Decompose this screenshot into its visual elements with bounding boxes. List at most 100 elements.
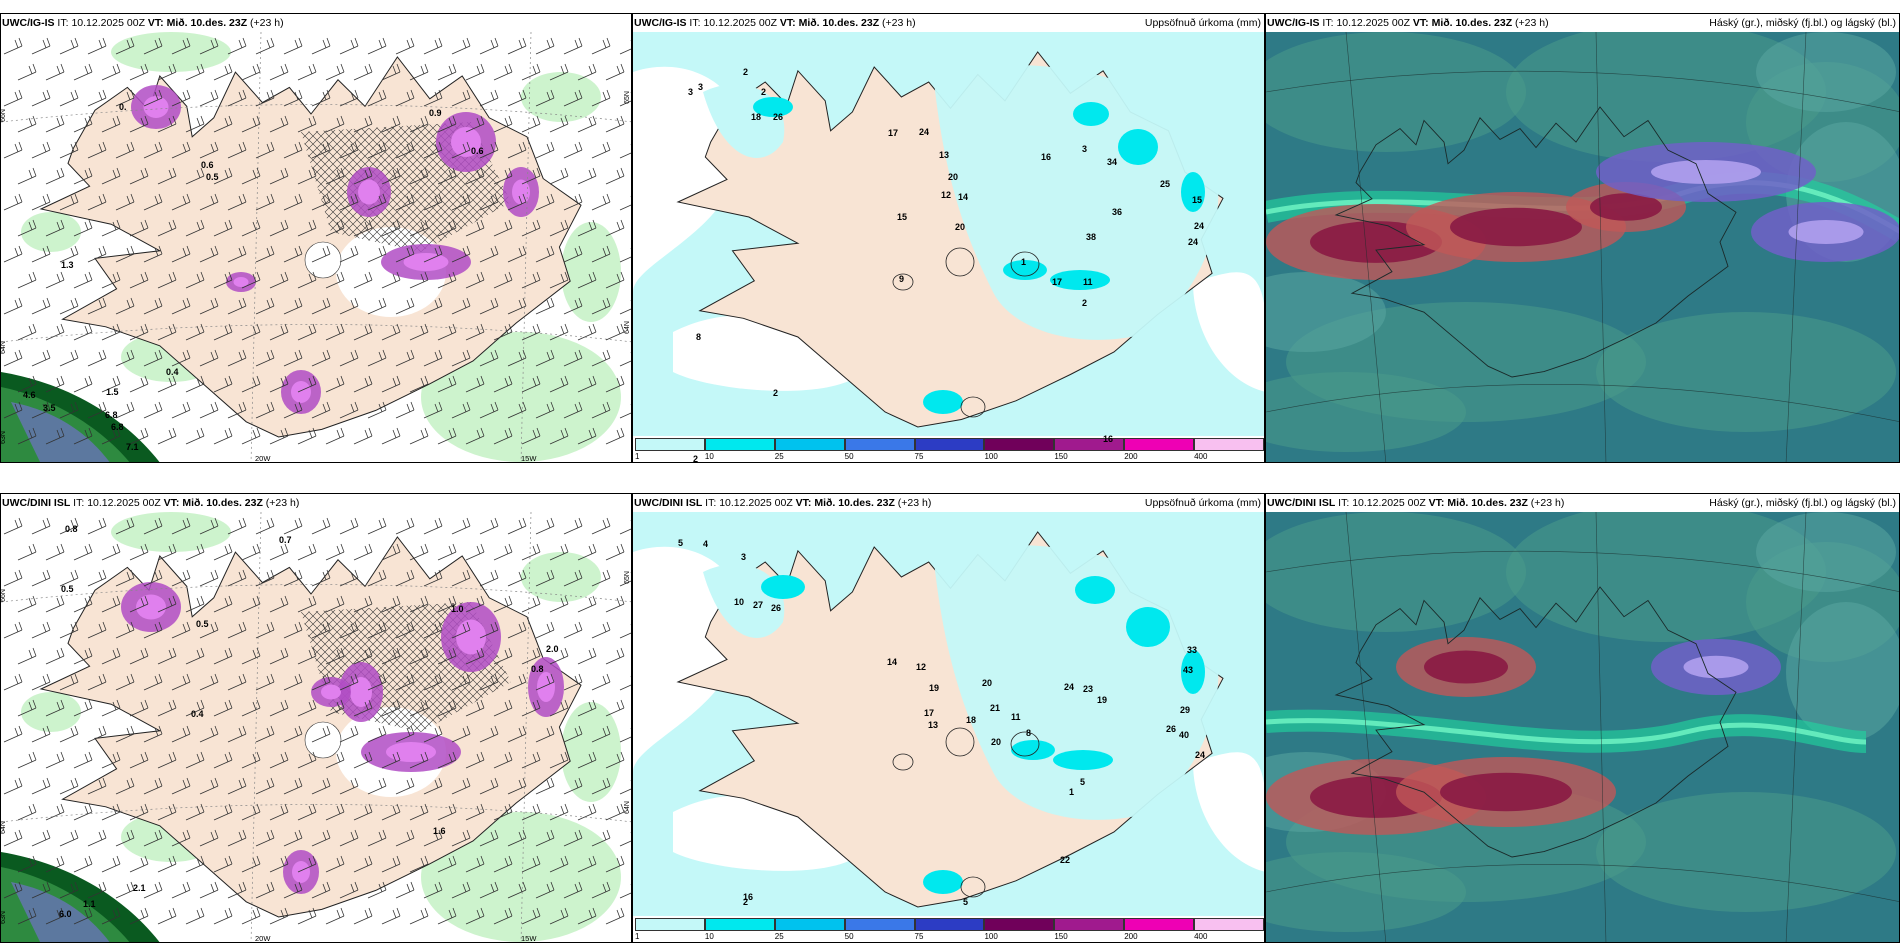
wind-barb: [605, 323, 625, 341]
wind-barb: [17, 167, 37, 185]
precip-value-label: 2: [743, 897, 749, 907]
precip-value-label: 4: [703, 539, 709, 549]
panel-title: UWC/IG-IS IT: 10.12.2025 00Z VT: Mið. 10…: [1, 14, 631, 32]
wind-barb: [129, 699, 149, 717]
wind-barb: [17, 219, 37, 237]
wind-barb: [619, 728, 631, 743]
colorbar-swatch: [984, 438, 1055, 451]
wind-barb: [3, 881, 23, 899]
wind-barb: [325, 427, 345, 445]
wind-barb: [353, 647, 373, 665]
wind-barb: [199, 193, 219, 211]
wind-barb: [353, 751, 373, 769]
wind-barb: [115, 401, 135, 419]
wind-barb: [3, 829, 23, 847]
wind-barb: [73, 855, 93, 873]
wind-barb: [577, 115, 597, 133]
wind-barb: [171, 777, 191, 795]
wind-barb: [73, 907, 93, 925]
colorbar-tick-label: 50: [844, 452, 854, 461]
wind-barb: [325, 63, 345, 81]
wind-barb: [591, 349, 611, 367]
wind-barb: [409, 63, 429, 81]
wind-barb: [395, 673, 415, 691]
wind-barb: [409, 751, 429, 769]
colorbar-swatch: [774, 918, 845, 931]
wind-barb: [507, 141, 527, 159]
wind-barb: [115, 569, 135, 587]
wind-barb: [199, 141, 219, 159]
wind-barb: [409, 167, 429, 185]
wind-barb: [227, 37, 247, 55]
wind-barb: [479, 829, 499, 847]
wind-barb: [297, 219, 317, 237]
wind-barb: [241, 427, 261, 445]
wind-barb: [255, 141, 275, 159]
wind-barb: [129, 595, 149, 613]
wind-barb: [17, 63, 37, 81]
wind-barb: [297, 699, 317, 717]
wind-barb: [493, 323, 513, 341]
wind-barb: [73, 115, 93, 133]
wind-barb: [409, 375, 429, 393]
wind-barb: [493, 907, 513, 925]
wind-barb: [479, 193, 499, 211]
precip-value-label: 19: [1097, 695, 1108, 705]
wind-barb: [521, 271, 541, 289]
wind-barb: [367, 37, 387, 55]
precip-core: [11, 882, 110, 942]
low-cloud-core: [1683, 655, 1749, 679]
wind-barb: [157, 115, 177, 133]
wind-barb: [185, 323, 205, 341]
wind-barb: [619, 300, 631, 315]
wind-barb: [395, 401, 415, 419]
wind-barb: [619, 404, 631, 419]
wind-barb: [409, 427, 429, 445]
wind-barb: [451, 349, 471, 367]
wind-barb: [171, 245, 191, 263]
wind-barb: [59, 193, 79, 211]
wind-barb: [367, 881, 387, 899]
wind-barb: [199, 725, 219, 743]
wind-barb: [227, 517, 247, 535]
wind-barb: [353, 167, 373, 185]
wind-barb: [619, 572, 631, 587]
wind-barb: [255, 401, 275, 419]
wind-barb: [507, 829, 527, 847]
wind-barb: [577, 803, 597, 821]
wind-barb: [157, 219, 177, 237]
wind-barb: [171, 881, 191, 899]
latitude-label: 64N: [0, 341, 7, 354]
wind-barb: [283, 517, 303, 535]
wind-barb: [423, 517, 443, 535]
wind-barb: [171, 829, 191, 847]
wind-barb: [17, 803, 37, 821]
wind-barb: [437, 647, 457, 665]
wind-barb: [605, 167, 625, 185]
wind-barb: [381, 751, 401, 769]
precip-value-label: 16: [1103, 434, 1114, 444]
wind-barb: [549, 595, 569, 613]
wind-barb: [59, 569, 79, 587]
precip-area-purple-core: [386, 742, 436, 762]
wind-barb: [577, 647, 597, 665]
latitude-line: [1, 324, 631, 343]
wind-barb: [269, 375, 289, 393]
wind-barb: [465, 427, 485, 445]
wind-barb: [465, 647, 485, 665]
wind-barb: [59, 621, 79, 639]
precip-value-label: 17: [1052, 277, 1063, 287]
wind-barb: [395, 37, 415, 55]
wind-barb: [577, 543, 597, 561]
wind-barb: [563, 401, 583, 419]
precip-value-label: 19: [929, 683, 940, 693]
wind-barb: [297, 323, 317, 341]
wind-barb: [213, 699, 233, 717]
wind-barb: [591, 401, 611, 419]
wind-barb: [269, 751, 289, 769]
latitude-label: 65N: [623, 91, 631, 104]
wind-barb: [535, 141, 555, 159]
colorbar-swatch: [1054, 438, 1125, 451]
wind-barb: [213, 595, 233, 613]
colorbar-swatch: [704, 918, 775, 931]
